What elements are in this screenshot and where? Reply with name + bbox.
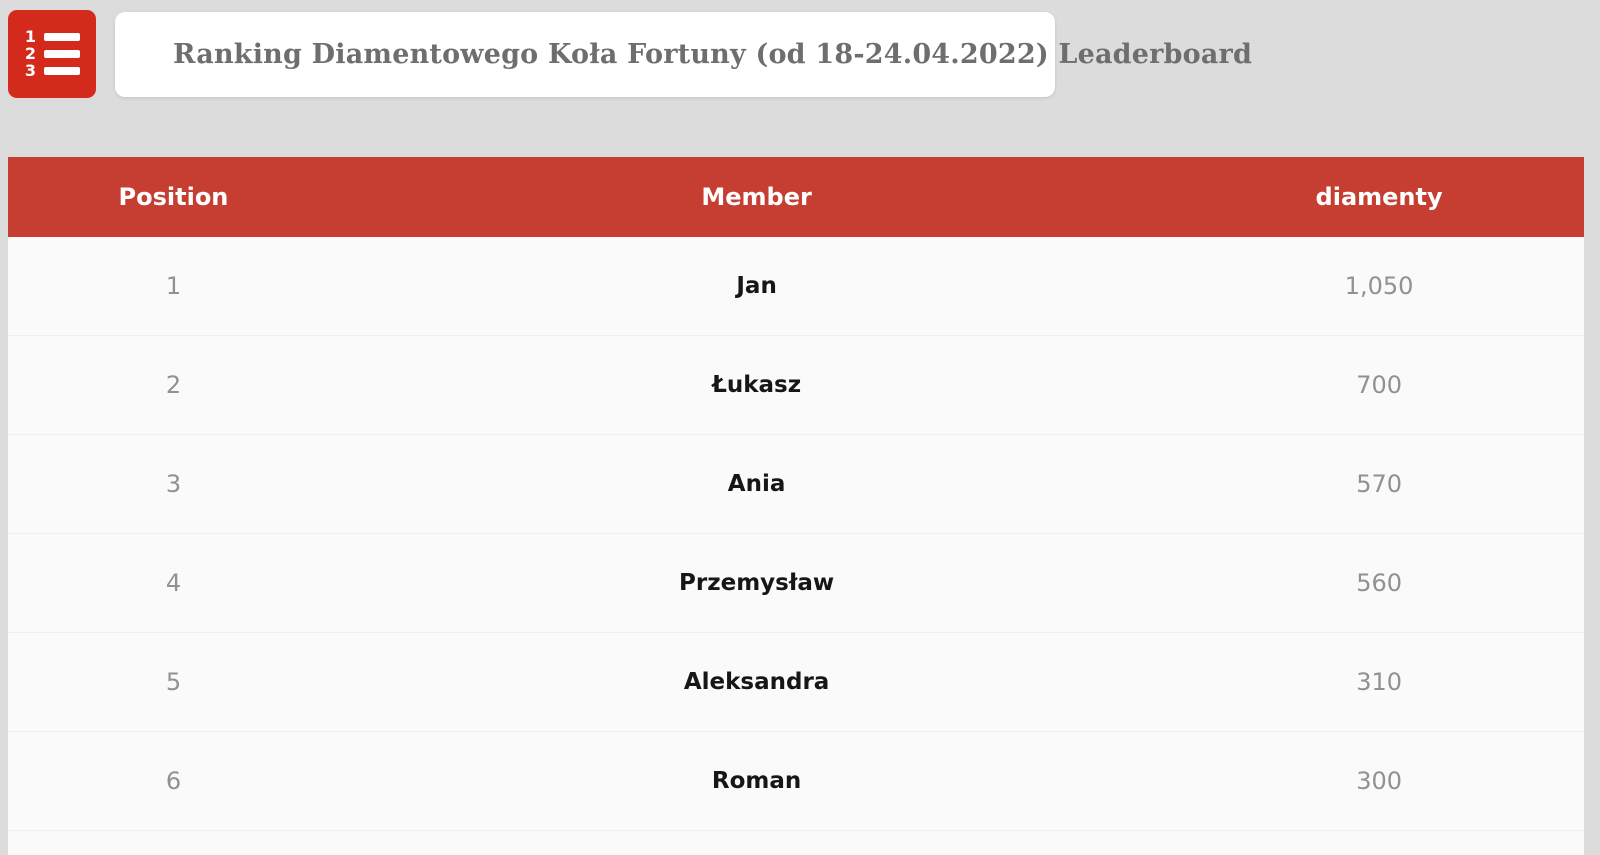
table-row: 5 Aleksandra 310 [8, 633, 1584, 732]
cell-diamenty: 300 [1356, 767, 1402, 795]
ordered-list-button[interactable]: 1 2 3 [8, 10, 96, 98]
cell-position: 6 [165, 767, 182, 795]
cell-member: Aleksandra [683, 669, 830, 695]
cell-position: 4 [165, 569, 182, 597]
cell-position: 2 [165, 371, 182, 399]
cell-member: Roman [711, 768, 802, 794]
column-header-diamenty: diamenty [1315, 183, 1443, 211]
table-row: 6 Roman 300 [8, 732, 1584, 831]
top-bar: 1 2 3 Ranking Diamentowego Koła Fortuny … [0, 0, 1600, 98]
table-body: 1 Jan 1,050 2 Łukasz 700 3 Ania 570 4 Pr… [8, 237, 1584, 831]
cell-diamenty: 1,050 [1344, 272, 1414, 300]
cell-position: 3 [165, 470, 182, 498]
table-row: 3 Ania 570 [8, 435, 1584, 534]
cell-diamenty: 570 [1356, 470, 1402, 498]
cell-member: Przemysław [679, 570, 835, 596]
column-header-member: Member [701, 183, 812, 211]
table-header: Position Member diamenty [8, 157, 1584, 237]
cell-diamenty: 560 [1356, 569, 1402, 597]
page-title: Ranking Diamentowego Koła Fortuny (od 18… [173, 39, 1253, 70]
cell-member: Ania [727, 471, 786, 497]
table-row: 4 Przemysław 560 [8, 534, 1584, 633]
table-row: 1 Jan 1,050 [8, 237, 1584, 336]
cell-position: 1 [165, 272, 182, 300]
ordered-list-icon: 1 2 3 [25, 29, 80, 79]
cell-member: Łukasz [712, 372, 802, 398]
cell-diamenty: 310 [1356, 668, 1402, 696]
cell-position: 5 [165, 668, 182, 696]
cell-member: Jan [736, 273, 777, 299]
cell-diamenty: 700 [1356, 371, 1402, 399]
leaderboard-table: Position Member diamenty 1 Jan 1,050 2 Ł… [8, 157, 1584, 855]
table-row: 2 Łukasz 700 [8, 336, 1584, 435]
table-row-partial [8, 831, 1584, 855]
title-card: Ranking Diamentowego Koła Fortuny (od 18… [115, 12, 1252, 97]
column-header-position: Position [118, 183, 229, 211]
